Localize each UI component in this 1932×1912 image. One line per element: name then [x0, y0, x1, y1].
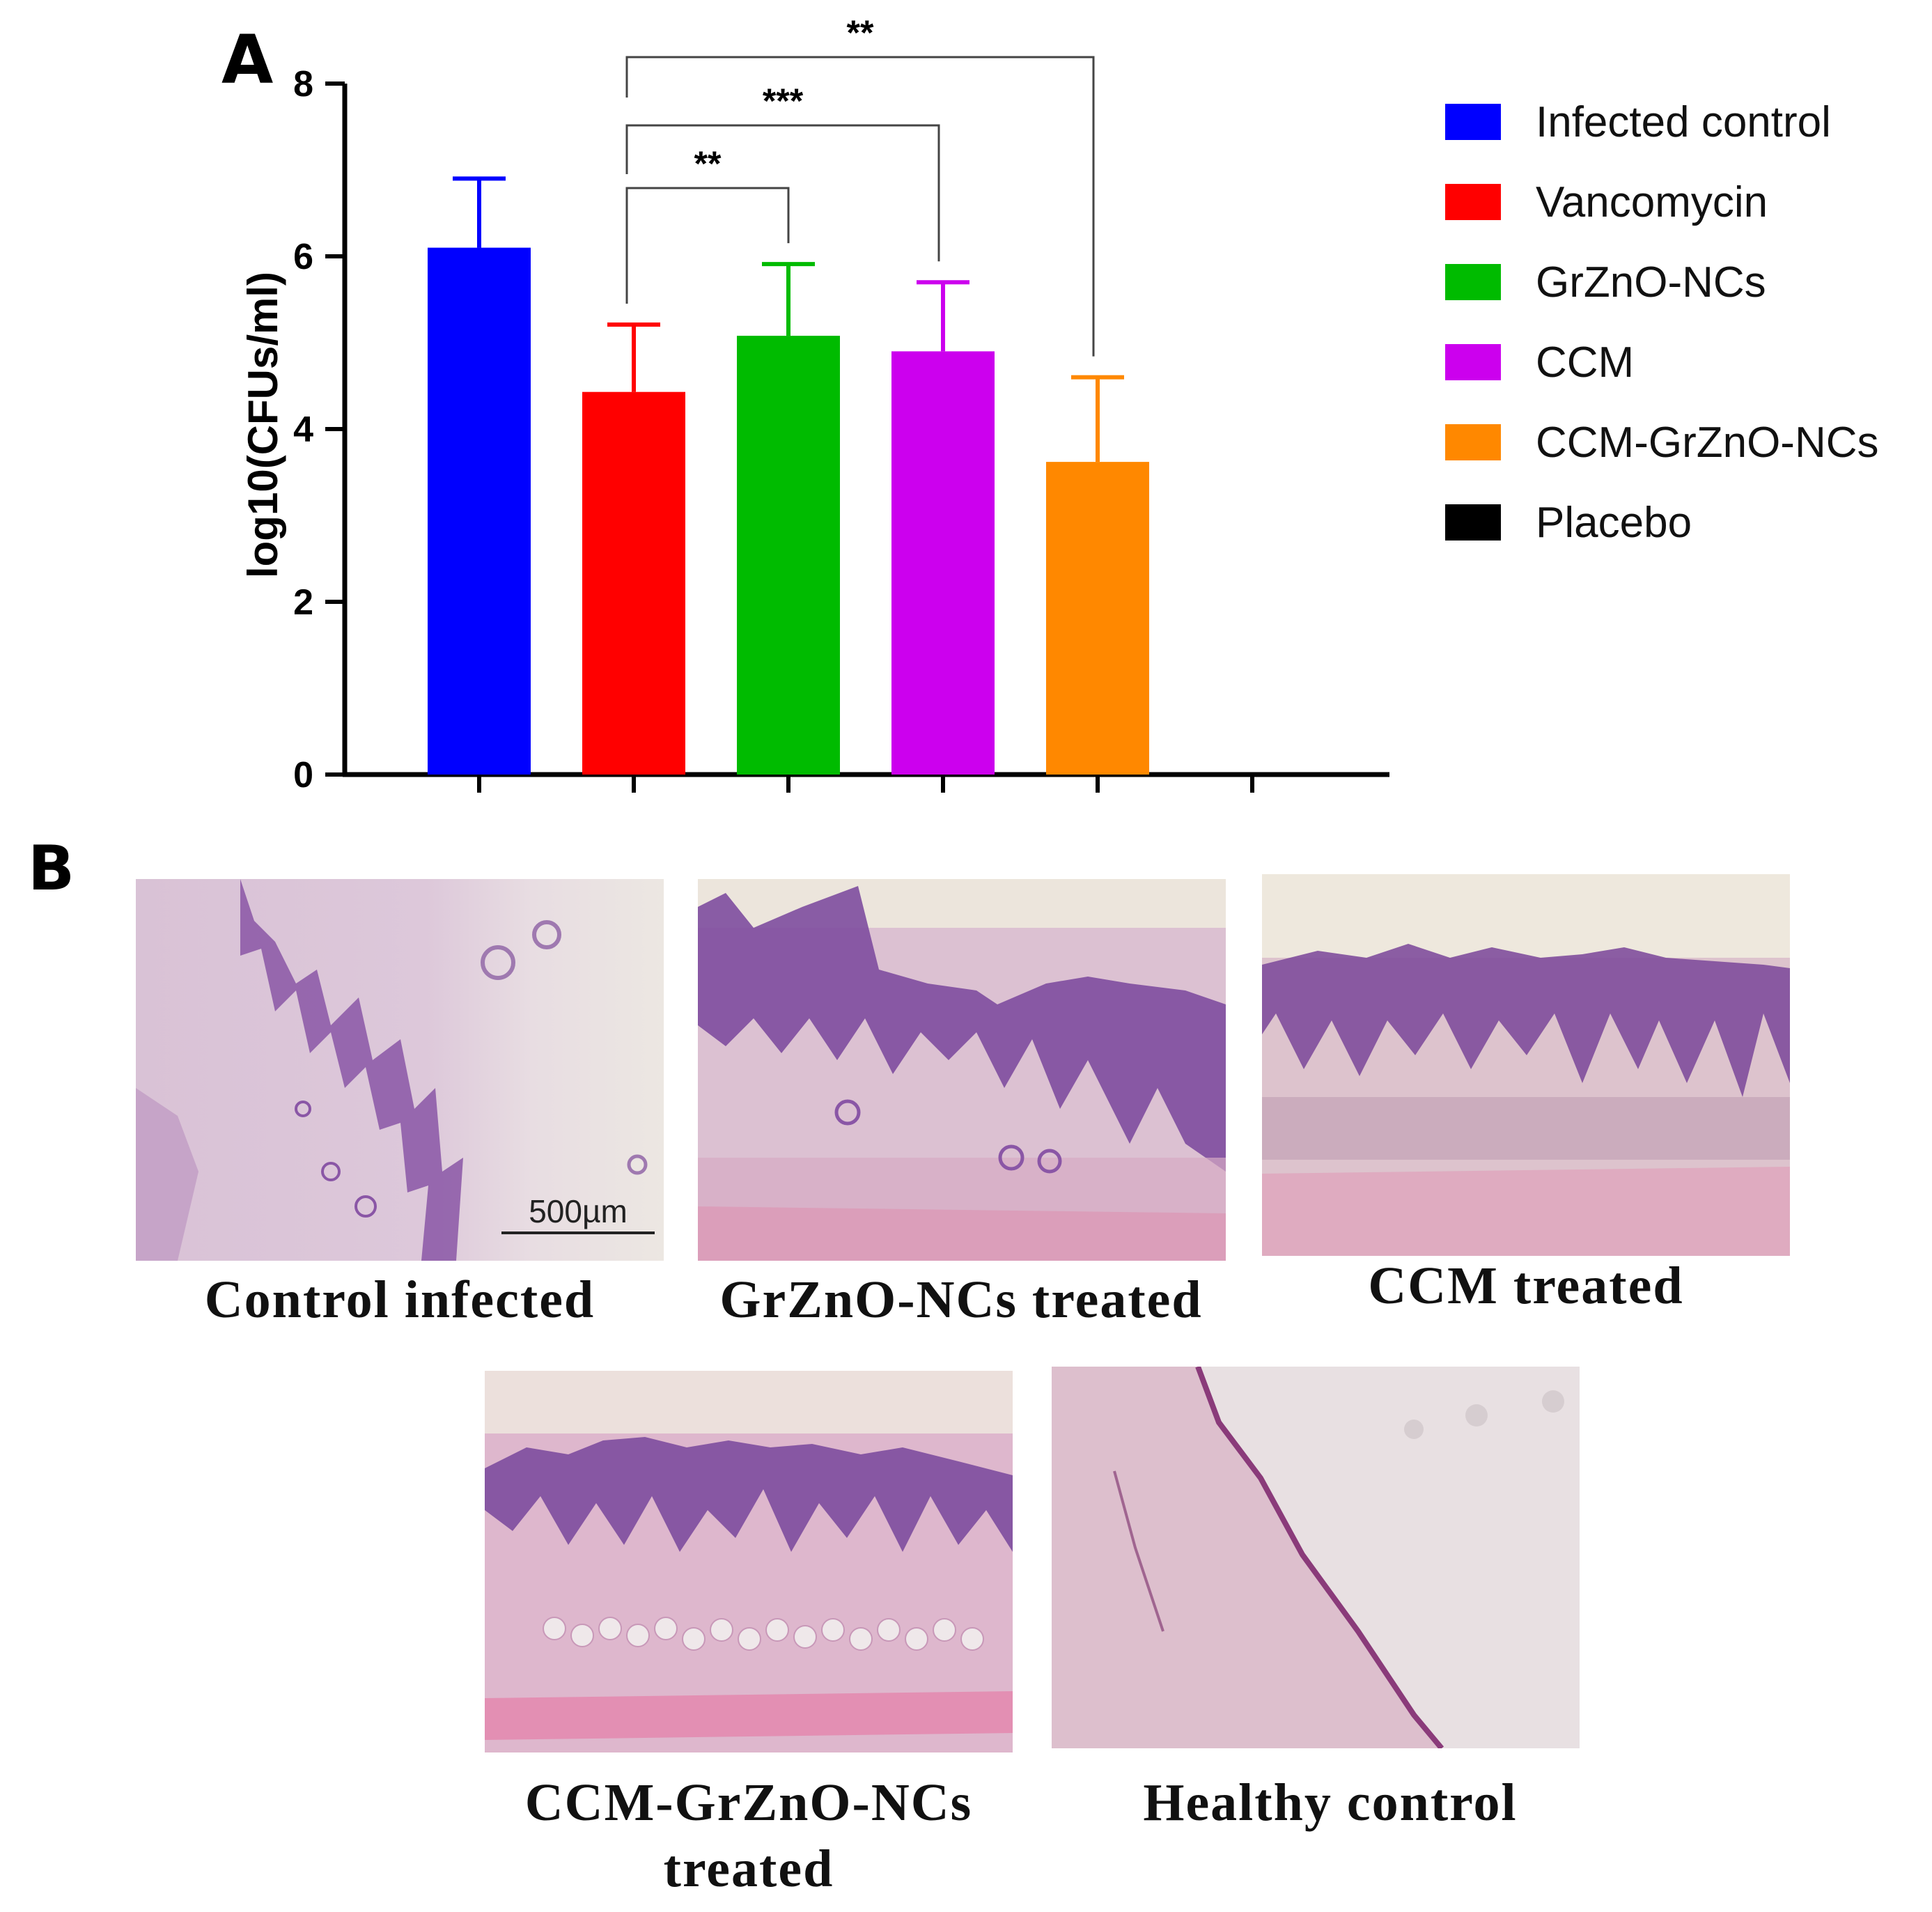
- y-axis-label: log10(CFUs/ml): [240, 272, 286, 578]
- legend-label: Infected control: [1536, 98, 1831, 146]
- micrograph-ccm-grzno-treated: [485, 1371, 1013, 1752]
- legend-label: CCM: [1536, 338, 1635, 387]
- legend-item: Infected control: [1445, 98, 1831, 146]
- caption-ccm-treated: CCM treated: [1368, 1257, 1684, 1315]
- legend-label: Vancomycin: [1536, 178, 1768, 226]
- bar-vancomycin: [582, 391, 685, 775]
- legend-label: GrZnO-NCs: [1536, 258, 1766, 306]
- bar-ccm: [891, 351, 995, 775]
- significance-label: **: [847, 13, 874, 52]
- legend-item: Placebo: [1445, 498, 1692, 547]
- legend-swatch: [1445, 344, 1501, 380]
- y-tick-label: 6: [293, 237, 313, 277]
- legend-label: CCM-GrZnO-NCs: [1536, 418, 1879, 467]
- legend-item: CCM: [1445, 338, 1634, 387]
- significance-label: ***: [763, 81, 804, 121]
- legend-item: GrZnO-NCs: [1445, 258, 1766, 306]
- y-tick-label: 4: [293, 410, 313, 450]
- significance-bracket: [625, 187, 790, 304]
- caption-healthy-control: Healthy control: [1143, 1773, 1518, 1832]
- legend-swatch: [1445, 424, 1501, 460]
- legend-swatch: [1445, 184, 1501, 220]
- significance-bracket: [625, 56, 1095, 357]
- y-tick-label: 2: [293, 582, 313, 623]
- caption-control-infected: Control infected: [204, 1270, 595, 1329]
- legend-swatch: [1445, 104, 1501, 140]
- bar-infected-control: [428, 247, 531, 775]
- scale-bar-label: 500µm: [529, 1193, 628, 1229]
- caption-ccm-grzno-line2: treated: [663, 1840, 834, 1898]
- caption-ccm-grzno-line1: CCM-GrZnO-NCs: [524, 1773, 973, 1832]
- significance-label: **: [694, 144, 722, 183]
- legend-item: CCM-GrZnO-NCs: [1445, 418, 1879, 467]
- micrograph-grzno-treated: [698, 879, 1226, 1261]
- panel-a-label: A: [221, 21, 274, 99]
- significance-bracket: [625, 124, 940, 262]
- micrograph-ccm-treated: [1262, 874, 1790, 1256]
- bar-grzno-ncs: [737, 336, 840, 775]
- legend-swatch: [1445, 504, 1501, 541]
- caption-grzno-treated: GrZnO-NCs treated: [719, 1270, 1203, 1329]
- micrograph-control-infected: 500µm: [136, 879, 664, 1261]
- y-tick-label: 8: [293, 64, 313, 104]
- legend-swatch: [1445, 264, 1501, 300]
- bar-ccm-grzno-ncs: [1046, 462, 1149, 775]
- legend-label: Placebo: [1536, 498, 1692, 547]
- legend-item: Vancomycin: [1445, 178, 1768, 226]
- micrograph-healthy-control: [1052, 1367, 1580, 1748]
- y-tick-label: 0: [293, 755, 313, 795]
- panel-b-label: B: [28, 832, 75, 904]
